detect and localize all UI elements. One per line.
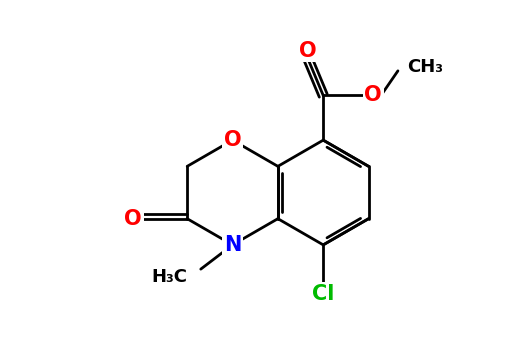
Text: O: O	[365, 85, 382, 106]
Text: N: N	[224, 235, 241, 255]
Text: O: O	[124, 209, 142, 229]
Text: O: O	[124, 209, 142, 229]
Text: N: N	[224, 235, 241, 255]
Text: O: O	[299, 41, 316, 61]
Text: Cl: Cl	[312, 284, 334, 304]
Text: O: O	[224, 130, 241, 150]
Text: O: O	[224, 130, 241, 150]
Text: H₃C: H₃C	[151, 268, 187, 286]
Text: O: O	[299, 41, 316, 61]
Text: CH₃: CH₃	[407, 58, 443, 76]
Text: O: O	[365, 85, 382, 106]
Text: Cl: Cl	[312, 284, 334, 304]
